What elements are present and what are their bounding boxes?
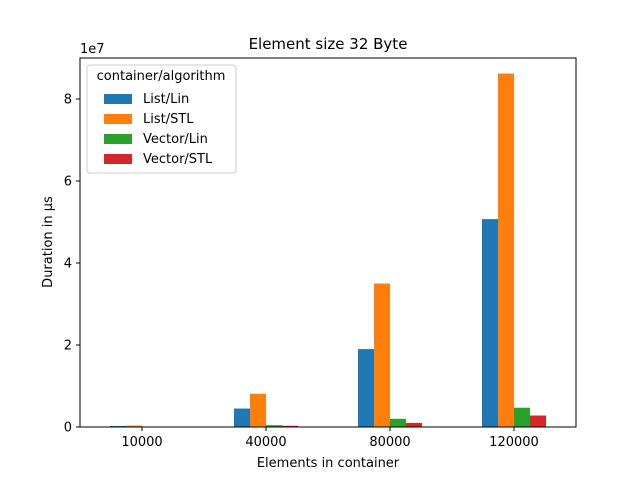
bar-list-stl-120000 (498, 73, 514, 427)
x-tick-label-10000: 10000 (121, 435, 162, 450)
bar-vector-lin-40000 (266, 425, 282, 427)
y-offset-label: 1e7 (80, 42, 105, 57)
y-axis: 0 2 4 6 8 (64, 93, 80, 436)
x-tick-label-120000: 120000 (489, 435, 539, 450)
bar-list-stl-80000 (374, 283, 390, 427)
legend-title: container/algorithm (97, 69, 226, 84)
legend-label-list-stl: List/STL (143, 112, 194, 127)
bar-list-stl-40000 (250, 393, 266, 427)
bar-vector-lin-80000 (390, 418, 406, 427)
x-axis: 10000 40000 80000 120000 (121, 427, 539, 450)
bar-vector-stl-120000 (530, 415, 546, 427)
legend-swatch-list-lin (104, 94, 132, 104)
legend-label-list-lin: List/Lin (143, 92, 189, 107)
legend: container/algorithm List/Lin List/STL Vect… (86, 64, 237, 174)
y-tick-label-2: 4 (64, 257, 72, 272)
legend-label-vector-stl: Vector/STL (143, 152, 213, 167)
bar-vector-lin-120000 (514, 407, 530, 427)
y-tick-label-0: 0 (64, 421, 72, 436)
bar-list-lin-40000 (234, 408, 250, 427)
legend-swatch-vector-stl (104, 154, 132, 164)
legend-swatch-vector-lin (104, 134, 132, 144)
y-tick-label-1: 2 (64, 339, 72, 354)
bar-list-lin-10000 (110, 425, 126, 427)
x-tick-label-40000: 40000 (245, 435, 286, 450)
bar-list-lin-80000 (358, 349, 374, 427)
y-tick-label-4: 8 (64, 93, 72, 108)
bar-list-stl-10000 (126, 425, 142, 427)
y-tick-label-3: 6 (64, 175, 72, 190)
bar-vector-stl-40000 (282, 425, 298, 427)
plot-frame (79, 57, 577, 428)
chart-title: Element size 32 Byte (249, 35, 408, 53)
legend-box (86, 64, 237, 174)
bar-vector-stl-80000 (406, 422, 422, 427)
bars-group (110, 73, 546, 427)
x-axis-label: Elements in container (257, 456, 400, 471)
x-tick-label-80000: 80000 (369, 435, 410, 450)
legend-swatch-list-stl (104, 114, 132, 124)
legend-label-vector-lin: Vector/Lin (143, 132, 208, 147)
bar-list-lin-120000 (482, 219, 498, 427)
y-axis-label: Duration in µs (41, 196, 56, 288)
